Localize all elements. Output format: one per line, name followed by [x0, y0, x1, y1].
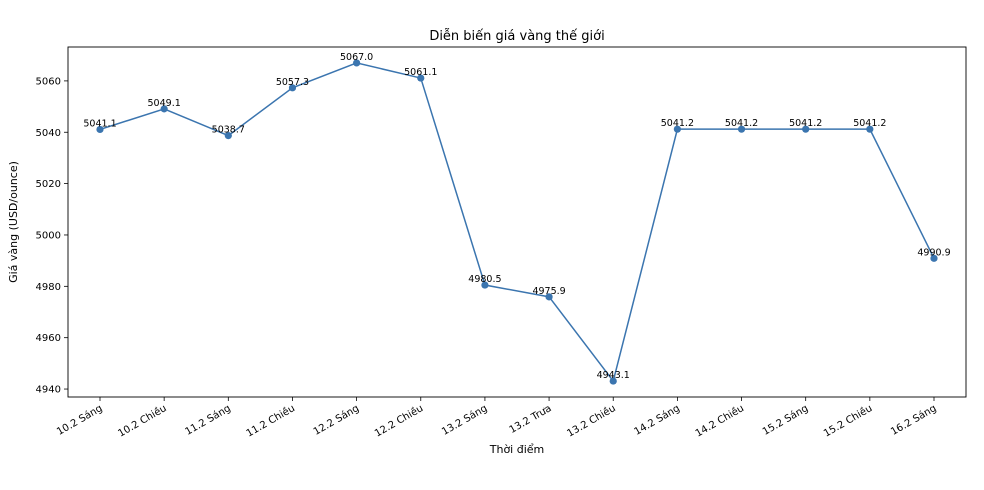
x-tick-label: 11.2 Sáng [183, 402, 233, 438]
data-point [802, 125, 810, 133]
data-point [609, 377, 617, 385]
data-labels: 5041.1 5049.1 5038.7 5057.3 5067.0 5061.1 4980… [83, 52, 950, 381]
data-point [96, 125, 104, 134]
data-label: 5041.2 [789, 118, 822, 129]
x-axis-label: Thời điểm [489, 443, 545, 456]
x-tick-label: 12.2 Sáng [311, 402, 361, 438]
x-tick-label: 14.2 Sáng [632, 402, 682, 438]
x-tick-label: 10.2 Sáng [55, 402, 105, 438]
data-label: 4990.9 [917, 247, 950, 258]
y-axis-label: Giá vàng (USD/ounce) [7, 161, 20, 283]
series-line [99, 62, 935, 383]
data-label: 5057.3 [276, 77, 309, 88]
data-label: 5038.7 [212, 125, 245, 136]
data-point [545, 293, 553, 301]
x-tick-label: 12.2 Chiều [372, 402, 425, 439]
x-tick-label: 11.2 Chiều [244, 402, 297, 439]
data-point [737, 125, 746, 133]
data-point [160, 105, 168, 113]
data-label: 5041.2 [853, 118, 886, 129]
data-point [288, 84, 297, 92]
data-point [930, 254, 938, 262]
data-label: 5049.1 [148, 98, 181, 109]
y-tick-label: 4940 [36, 385, 61, 396]
chart-title: Diễn biến giá vàng thế giới [429, 29, 604, 44]
x-tick-label: 16.2 Sáng [889, 402, 939, 438]
x-tick-label: 13.2 Chiều [565, 402, 618, 439]
y-tick-label: 5040 [36, 128, 61, 139]
data-point [866, 125, 874, 133]
x-tick-label: 13.2 Sáng [440, 402, 490, 438]
y-axis: 4940 4960 4980 5000 5020 5040 5060 [36, 76, 68, 396]
data-label: 5061.1 [404, 67, 437, 78]
data-point [673, 125, 681, 133]
data-label: 5041.1 [83, 118, 116, 129]
y-tick-label: 5020 [36, 179, 61, 190]
data-points [96, 59, 938, 385]
y-tick-label: 4980 [36, 282, 61, 293]
x-axis: 10.2 Sáng 10.2 Chiều 11.2 Sáng 11.2 Chiều 12… [55, 397, 939, 440]
data-label: 5067.0 [340, 52, 373, 63]
data-label: 4975.9 [532, 286, 565, 297]
data-point [481, 281, 489, 289]
x-tick-label: 15.2 Sáng [760, 402, 810, 438]
y-tick-label: 5060 [36, 76, 61, 87]
plot-area [67, 46, 967, 398]
data-label: 4943.1 [597, 370, 630, 381]
x-tick-label: 14.2 Chiều [693, 402, 746, 439]
data-label: 5041.2 [661, 118, 694, 129]
y-tick-label: 5000 [36, 230, 61, 241]
data-point [224, 131, 232, 140]
data-point [353, 59, 361, 67]
data-label: 5041.2 [725, 118, 758, 129]
x-tick-label: 15.2 Chiều [822, 402, 875, 439]
x-tick-label: 13.2 Trưa [508, 403, 554, 436]
data-point [417, 74, 425, 82]
x-tick-label: 10.2 Chiều [116, 402, 169, 439]
data-label: 4980.5 [468, 274, 501, 285]
y-tick-label: 4960 [36, 333, 61, 344]
